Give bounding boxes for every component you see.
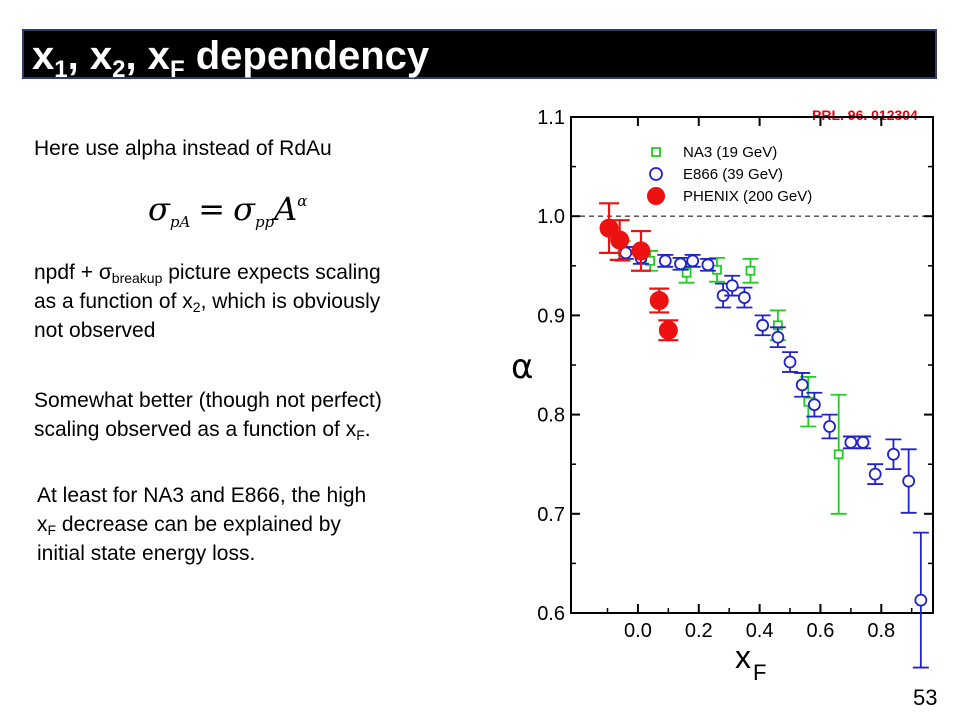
e866-point <box>658 254 672 268</box>
title-bar: x1, x2, xF dependency <box>22 29 937 83</box>
phenix-point <box>631 241 651 261</box>
e866-point <box>725 279 739 293</box>
y-axis-label: α <box>511 347 533 387</box>
legend-marker-na3 <box>651 147 661 157</box>
y-tick-label: 0.6 <box>537 603 565 625</box>
legend-marker-phenix <box>647 187 665 205</box>
e866-point <box>856 435 870 449</box>
e866-point <box>807 398 821 412</box>
intro-line: Here use alpha instead of RdAu <box>34 137 332 160</box>
legend-label: NA3 (19 GeV) <box>683 144 777 161</box>
e866-point <box>771 330 785 344</box>
paragraph-xf-scaling: Somewhat better (though not perfect) sca… <box>34 389 382 443</box>
y-tick-label: 1.0 <box>537 206 565 228</box>
x-tick-label: 0.4 <box>746 620 774 642</box>
e866-point <box>887 447 900 461</box>
page-number: 53 <box>913 685 938 710</box>
x-axis-label: x <box>735 639 751 675</box>
e866-point <box>674 257 687 271</box>
slide-title: x1, x2, xF dependency <box>32 34 430 83</box>
x-tick-label: 0.2 <box>685 620 713 642</box>
y-tick-label: 0.9 <box>537 305 565 327</box>
e866-point <box>737 291 751 304</box>
na3-point <box>712 264 722 275</box>
phenix-point <box>610 230 630 250</box>
e866-point <box>686 254 700 268</box>
na3-point <box>681 267 692 278</box>
legend-label: PHENIX (200 GeV) <box>683 188 812 205</box>
alpha-formula: σpA = σppAα <box>148 190 308 231</box>
e866-point <box>914 593 928 607</box>
y-tick-label: 0.7 <box>537 504 565 526</box>
x-tick-label: 0.0 <box>624 620 652 642</box>
phenix-point <box>649 291 669 311</box>
e866-point <box>868 467 882 481</box>
alpha-vs-xf-chart: 0.60.70.80.91.01.10.0 0.2 0.4 0.6 0.8αx FNA3 … <box>511 107 934 685</box>
phenix-point <box>658 320 678 340</box>
y-tick-label: 1.1 <box>537 107 565 129</box>
e866-point <box>823 420 836 433</box>
y-tick-label: 0.8 <box>537 405 565 427</box>
paragraph-energy-loss: At least for NA3 and E866, the high xF d… <box>37 484 367 565</box>
phenix-point <box>599 218 619 238</box>
e866-point <box>902 474 916 488</box>
x-axis-label-sub: F <box>753 660 766 685</box>
citation: PRL. 96. 012304 <box>812 107 918 123</box>
na3-point <box>833 449 844 460</box>
na3-point <box>745 265 756 276</box>
x-tick-label: 0.6 <box>807 620 835 642</box>
x-tick-label: 0.8 <box>867 620 895 642</box>
legend-marker-e866 <box>649 167 663 181</box>
e866-point <box>844 435 858 449</box>
e866-point <box>701 258 715 272</box>
paragraph-npdf: npdf + σbreakup picture expects scaling … <box>34 261 381 342</box>
e866-point <box>783 355 797 369</box>
legend-label: E866 (39 GeV) <box>683 166 783 183</box>
e866-point <box>756 318 770 332</box>
e866-point <box>795 378 809 392</box>
